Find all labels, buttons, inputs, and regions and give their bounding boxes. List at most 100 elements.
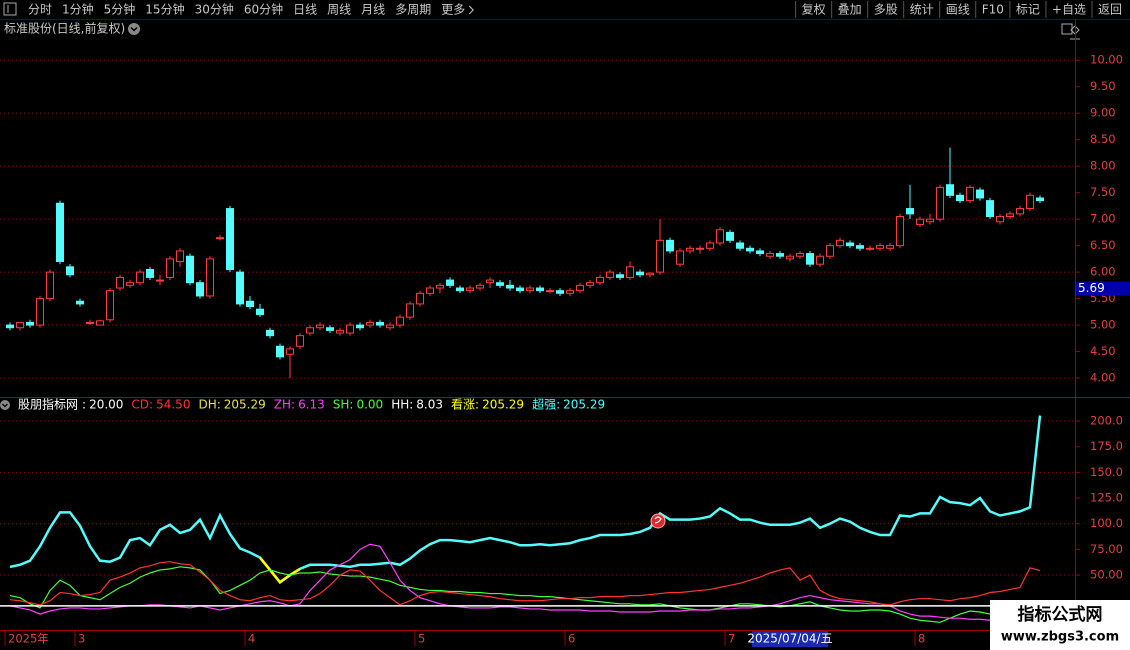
candle-body — [26, 321, 34, 326]
period-tab[interactable]: 分时 — [28, 3, 52, 17]
period-tab[interactable]: 多周期 — [395, 3, 431, 17]
y-tick-label: 175.0 — [1090, 439, 1123, 453]
candle-body — [356, 324, 364, 329]
candle-body — [16, 321, 24, 329]
x-axis: 2025年 3 4 5 6 7 8 — [4, 631, 925, 646]
more-chevron[interactable] — [468, 5, 474, 15]
tool-button[interactable]: 叠加 — [838, 3, 862, 17]
last-price-box — [1076, 281, 1130, 296]
signal-icon — [654, 516, 662, 524]
x-tick-label: 6 — [568, 632, 575, 646]
candle-body — [926, 218, 934, 223]
tool-button[interactable]: 复权 — [802, 3, 826, 17]
candle-body — [676, 250, 684, 265]
tool-button[interactable]: 标记 — [1016, 3, 1040, 17]
legend-value: 20.00 — [89, 398, 123, 412]
legend-separator: : — [82, 398, 86, 412]
candle-body — [866, 247, 874, 250]
y-tick-label: 6.00 — [1090, 265, 1116, 279]
candle-body — [306, 327, 314, 334]
legend-value: 205.29 — [482, 398, 524, 412]
legend-separator: : — [291, 398, 295, 412]
period-tab[interactable]: 日线 — [293, 3, 317, 17]
candle-body — [56, 202, 64, 263]
candle-body — [846, 242, 854, 247]
candle-body — [426, 287, 434, 294]
dropdown-icon[interactable] — [128, 23, 140, 35]
y-tick-label: 10.00 — [1090, 53, 1123, 67]
candle-body — [376, 321, 384, 326]
candle-body — [756, 250, 764, 255]
candle-body — [496, 282, 504, 286]
candle-body — [746, 247, 754, 252]
candle-body — [46, 271, 54, 300]
legend: 股朋指标网:20.00 CD:54.50 DH:205.29 ZH:6.13 SH:0.… — [18, 397, 605, 412]
period-tab[interactable]: 15分钟 — [145, 2, 184, 17]
candle-body — [146, 268, 154, 278]
legend-value: 6.13 — [298, 398, 325, 412]
candle-body — [966, 186, 974, 202]
candle-body — [1036, 197, 1044, 202]
candle-body — [466, 287, 474, 292]
candle-body — [436, 284, 444, 289]
candle-body — [986, 200, 994, 217]
candle-body — [486, 279, 494, 284]
panel-icon[interactable] — [1061, 23, 1073, 35]
candle-body — [686, 247, 694, 252]
indicator-line — [9, 566, 1041, 627]
period-tab[interactable]: 60分钟 — [244, 2, 283, 17]
candle-body — [616, 274, 624, 278]
period-tab[interactable]: 1分钟 — [62, 2, 94, 17]
period-tab[interactable]: 周线 — [327, 3, 351, 17]
y-tick-label: 9.00 — [1090, 106, 1116, 120]
candle-body — [606, 271, 614, 278]
candle-body — [296, 335, 304, 347]
candle-body — [976, 189, 984, 199]
tool-button[interactable]: 画线 — [946, 3, 970, 17]
candle-body — [796, 253, 804, 257]
dropdown-icon[interactable] — [0, 400, 10, 410]
candle-body — [166, 258, 174, 278]
candle-body — [636, 271, 644, 276]
candle-body — [706, 242, 714, 249]
y-tick-label: 200.0 — [1090, 414, 1123, 428]
tool-button[interactable]: 多股 — [874, 3, 898, 17]
period-tab[interactable]: 5分钟 — [104, 2, 136, 17]
candle-body — [576, 284, 584, 292]
candle-body — [526, 287, 534, 292]
tool-button[interactable]: F10 — [982, 3, 1004, 17]
legend-value: 205.29 — [224, 398, 266, 412]
period-tab[interactable]: 30分钟 — [195, 2, 234, 17]
legend-separator: : — [409, 398, 413, 412]
candle-body — [996, 216, 1004, 223]
candle-body — [456, 287, 464, 292]
menu-icon[interactable] — [3, 2, 17, 16]
tool-button[interactable]: 统计 — [910, 3, 934, 17]
y-tick-label: 7.50 — [1090, 185, 1116, 199]
candle-body — [286, 348, 294, 355]
candle-body — [396, 316, 404, 326]
candle-body — [736, 242, 744, 249]
legend-separator: : — [149, 398, 153, 412]
candle-body — [336, 329, 344, 334]
diamond-icon[interactable] — [1070, 25, 1080, 35]
candle-body — [246, 300, 254, 308]
candle-body — [656, 239, 664, 273]
candle-body — [856, 245, 864, 249]
period-tab[interactable]: 月线 — [361, 3, 385, 17]
y-tick-label: 9.50 — [1090, 79, 1116, 93]
period-tab[interactable]: 更多 — [441, 3, 465, 17]
candle-body — [116, 276, 124, 289]
y-tick-label: 7.00 — [1090, 212, 1116, 226]
candle-body — [66, 266, 74, 276]
y-tick-label: 6.50 — [1090, 238, 1116, 252]
tool-button[interactable]: 返回 — [1098, 3, 1122, 17]
tool-button[interactable]: +自选 — [1052, 3, 1086, 17]
cursor-date: 2025/07/04/五 — [747, 632, 832, 646]
cursor-date-box — [752, 631, 828, 647]
x-tick-label: 5 — [418, 632, 425, 646]
watermark-url: www.zbgs3.com — [1001, 630, 1119, 645]
candle-body — [406, 303, 414, 318]
period-tabs: 分时 1分钟 5分钟 15分钟 30分钟 60分钟 日线 周线 月线 多周期 更多 — [28, 2, 474, 17]
